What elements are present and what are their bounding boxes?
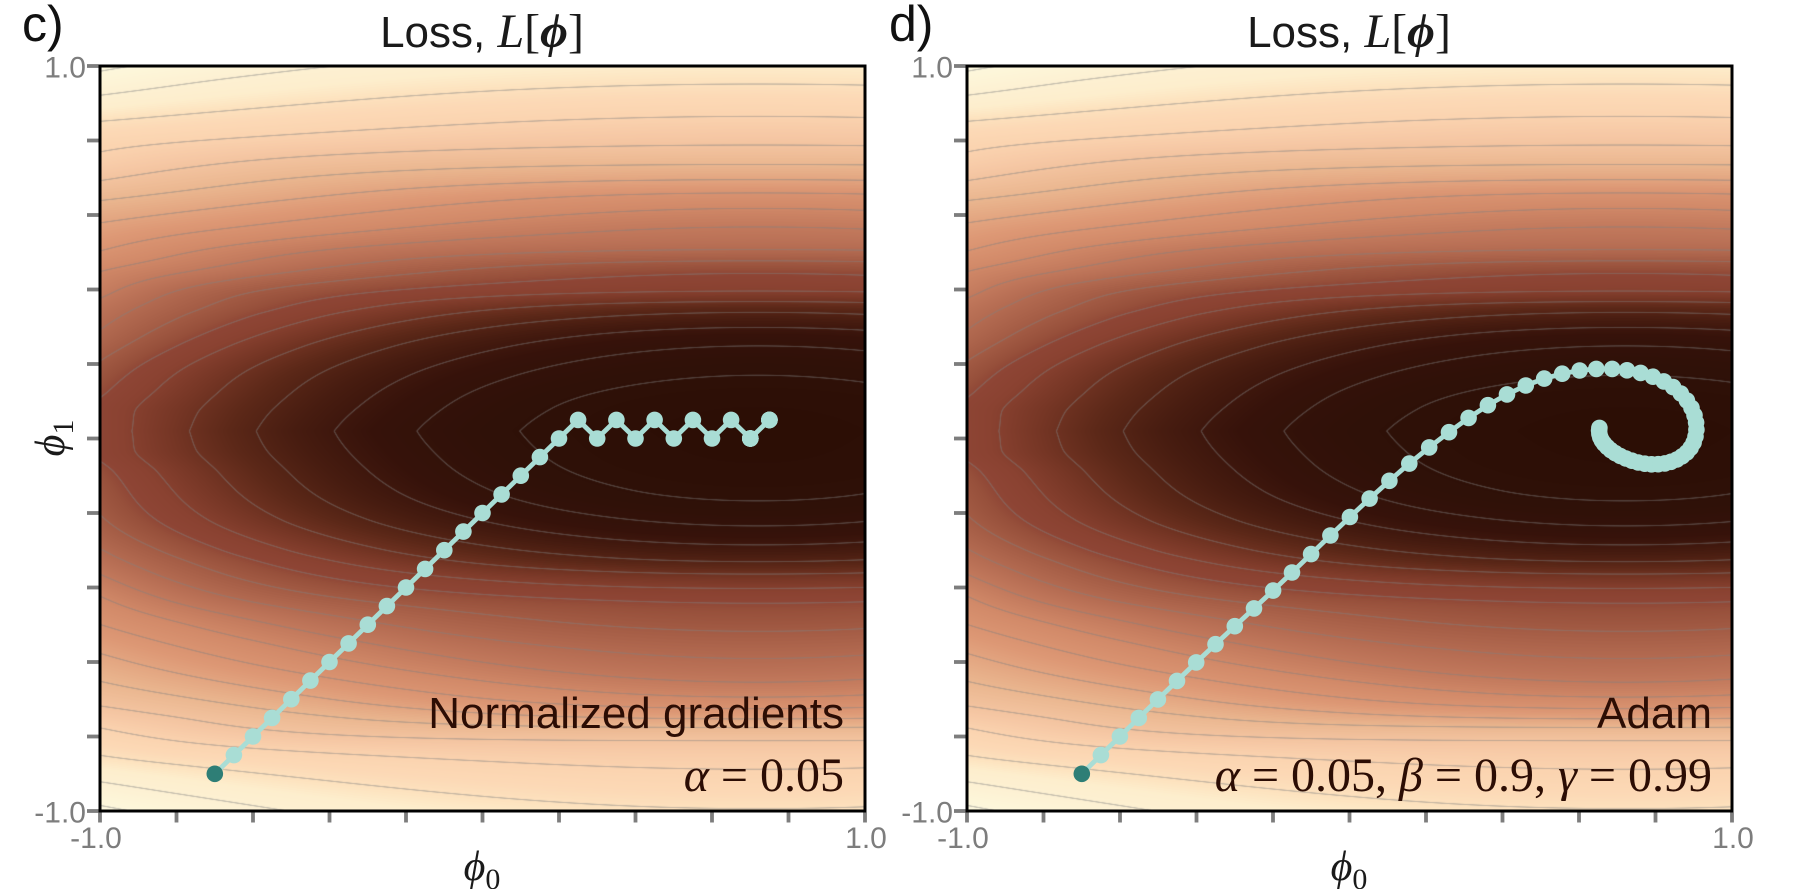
svg-text:Loss, L[ϕ]: Loss, L[ϕ] bbox=[380, 5, 584, 58]
svg-text:Loss, L[ϕ]: Loss, L[ϕ] bbox=[1247, 5, 1451, 58]
svg-text:-1.0: -1.0 bbox=[937, 822, 989, 855]
svg-text:α = 0.05, β = 0.9, γ = 0.99: α = 0.05, β = 0.9, γ = 0.99 bbox=[1215, 749, 1712, 802]
svg-text:Adam: Adam bbox=[1597, 689, 1712, 738]
svg-text:1.0: 1.0 bbox=[845, 822, 887, 855]
svg-text:1.0: 1.0 bbox=[911, 52, 953, 85]
svg-text:c): c) bbox=[22, 0, 64, 52]
svg-text:-1.0: -1.0 bbox=[34, 797, 86, 830]
svg-text:Normalized gradients: Normalized gradients bbox=[428, 689, 844, 738]
svg-text:ϕ0: ϕ0 bbox=[1331, 844, 1368, 889]
svg-text:-1.0: -1.0 bbox=[70, 822, 122, 855]
svg-text:ϕ0: ϕ0 bbox=[464, 844, 501, 889]
svg-text:-1.0: -1.0 bbox=[901, 797, 953, 830]
svg-text:ϕ1: ϕ1 bbox=[28, 420, 80, 457]
svg-text:1.0: 1.0 bbox=[1712, 822, 1754, 855]
svg-text:1.0: 1.0 bbox=[44, 52, 86, 85]
svg-text:α = 0.05: α = 0.05 bbox=[684, 749, 844, 802]
svg-text:d): d) bbox=[889, 0, 933, 52]
